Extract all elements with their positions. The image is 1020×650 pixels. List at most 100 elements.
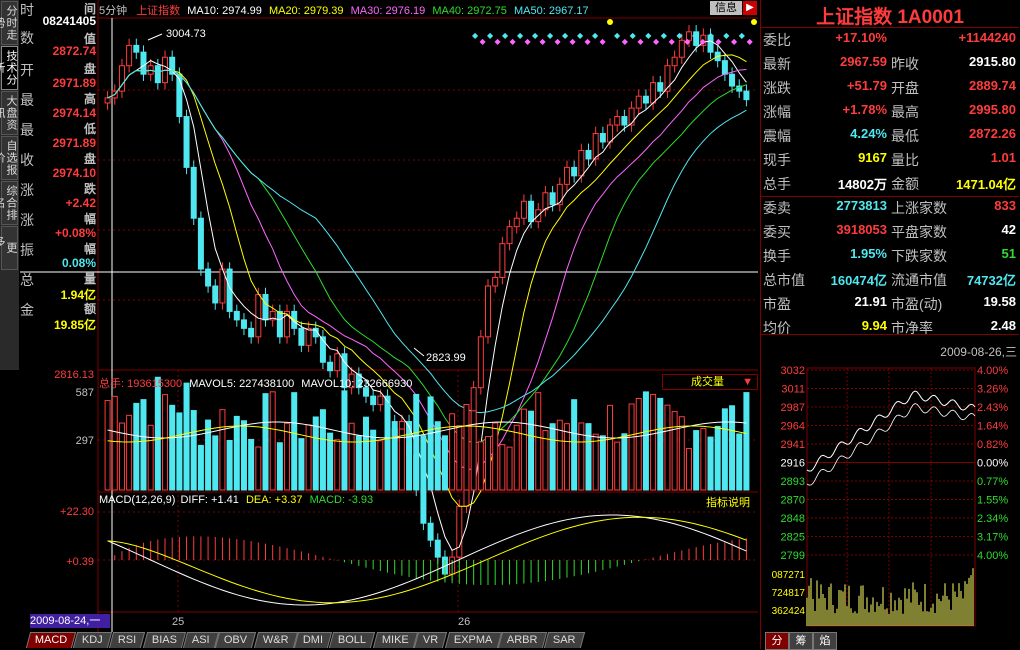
indicator-tab[interactable]: BIAS: [142, 632, 186, 648]
ma30-label: MA30: 2976.19: [350, 5, 426, 17]
signal-dot: [607, 19, 613, 25]
candle-body: [513, 217, 520, 228]
candle-body: [190, 166, 197, 219]
signal-diamond: ◆: [723, 31, 730, 40]
ma50-label: MA50: 2967.17: [514, 5, 589, 17]
candle-body: [334, 353, 341, 372]
mini-right-tick: 1.55%: [977, 495, 1008, 507]
tab-3[interactable]: 自选报价: [0, 136, 18, 180]
mini-tab[interactable]: 筹: [789, 632, 813, 650]
candle-body: [197, 217, 204, 270]
info-label: 最: [20, 92, 34, 108]
tab-5[interactable]: 更多...: [0, 226, 18, 270]
mini-left-tick: 2941: [781, 439, 805, 451]
quote-value: +1.78%: [842, 102, 887, 117]
signal-dot: [751, 19, 757, 25]
volume-bar: [736, 433, 743, 491]
volume-bar: [118, 422, 125, 491]
chart-area[interactable]: ◆◆◆◆◆◆◆◆◆◆◆◆◆◆◆◆◆◆◆◆◆◆◆◆◆◆◆◆◆◆◆◆◆◆◆◆ 300…: [0, 0, 760, 632]
exit-icon[interactable]: ▶: [743, 1, 757, 15]
volume-bar: [499, 444, 506, 491]
tab-2[interactable]: 大盘资讯: [0, 91, 18, 135]
indicator-tab[interactable]: BOLL: [329, 632, 376, 648]
indicator-tab-label: W&R: [262, 634, 289, 646]
mini-right-tick: 0.00%: [977, 458, 1008, 470]
indicator-tab[interactable]: DMI: [294, 632, 333, 648]
indicator-tab[interactable]: OBV: [215, 632, 257, 648]
macd-line: [107, 516, 747, 604]
tab-1[interactable]: 技术分析: [0, 46, 18, 90]
candle-body: [592, 133, 599, 160]
tab-4[interactable]: 综合排名: [0, 181, 18, 225]
candle-body: [226, 268, 233, 312]
quote-value: 833: [994, 198, 1016, 213]
ma-line: [107, 69, 747, 414]
indicator-tab[interactable]: MACD: [25, 632, 77, 648]
index-title: 上证指数: [136, 5, 181, 17]
info-label: 金: [20, 302, 34, 318]
info-row: 2974.10: [20, 166, 96, 186]
volume-bar: [477, 441, 484, 491]
info-row: 1.94亿: [20, 286, 96, 306]
signal-diamond: ◆: [630, 31, 637, 40]
volume-bar: [406, 444, 413, 491]
quote-value: 2872.26: [969, 126, 1016, 141]
volume-bar: [176, 412, 183, 491]
info-row: 收 盘: [20, 150, 96, 170]
indicator-tab[interactable]: MIKE: [372, 632, 418, 648]
indicator-tab[interactable]: RSI: [109, 632, 146, 648]
candle-body: [154, 65, 161, 84]
chevron-down-icon: ▼: [742, 376, 753, 388]
quote-value: 9167: [858, 150, 887, 165]
indicator-tabs: MACD KDJ RSI BIAS ASI OBV W&R DMI BOLL MIKE VR EXPM…: [25, 632, 758, 649]
info-value: 2971.89: [52, 76, 96, 90]
mavol5-label: MAVOL5: 227438100: [189, 378, 295, 390]
volume-bar: [212, 435, 219, 491]
indicator-tab[interactable]: ASI: [182, 632, 219, 648]
info-button[interactable]: 信息: [710, 1, 742, 15]
indicator-tab[interactable]: VR: [414, 632, 448, 648]
indicator-tab[interactable]: W&R: [253, 632, 298, 648]
volume-bar: [190, 410, 197, 491]
volume-bar: [571, 399, 578, 491]
indicator-tab[interactable]: SAR: [543, 632, 585, 648]
indicator-tab[interactable]: KDJ: [73, 632, 113, 648]
quote-value: 2889.74: [969, 78, 1016, 93]
candle-body: [305, 327, 312, 346]
indicator-selector[interactable]: 成交量 ▼: [662, 374, 758, 390]
quote-row: 总手 14802万 金额 1471.04亿: [761, 174, 1019, 196]
divider: [761, 334, 1019, 335]
info-label: 时: [20, 2, 34, 18]
volume-bar: [126, 414, 133, 491]
divider: [761, 196, 1019, 197]
volume-bar: [456, 425, 463, 491]
moving-average-lines: [107, 40, 747, 551]
tab-0[interactable]: 分时走势: [0, 1, 18, 45]
volume-bar: [664, 404, 671, 491]
mini-intraday-chart[interactable]: 3032 4.00% 3011 3.26% 2987 2.43% 2964 1.64% 2941…: [761, 360, 1019, 632]
macd-diff: DIFF: +1.41: [180, 494, 239, 506]
volume-bar: [420, 435, 427, 491]
volume-bar: [628, 403, 635, 491]
mini-tab[interactable]: 分: [765, 632, 789, 650]
mini-tab[interactable]: 焰: [813, 632, 837, 650]
mini-left-tick: 3011: [781, 384, 805, 396]
candle-body: [140, 51, 147, 75]
indicator-tab[interactable]: ARBR: [498, 632, 547, 648]
signal-diamond: ◆: [684, 37, 691, 46]
quote-value: 1.95%: [850, 246, 887, 261]
mini-left-tick: 2964: [781, 421, 805, 433]
quote-label: 上涨家数: [891, 200, 947, 216]
indicator-tab[interactable]: EXPMA: [444, 632, 502, 648]
signal-diamond: ◆: [645, 31, 652, 40]
volume-bar: [197, 444, 204, 491]
indicator-help-link[interactable]: 指标说明: [706, 497, 750, 509]
volume-bar: [700, 428, 707, 491]
macd-title: MACD(12,26,9): [99, 494, 176, 506]
quote-label: 震幅: [763, 128, 791, 144]
signal-diamond: ◆: [532, 31, 539, 40]
volume-bar: [549, 423, 556, 491]
mini-left-tick: 3032: [781, 365, 805, 377]
indicator-tab-label: SAR: [552, 634, 576, 646]
info-value: 幅: [83, 212, 96, 226]
